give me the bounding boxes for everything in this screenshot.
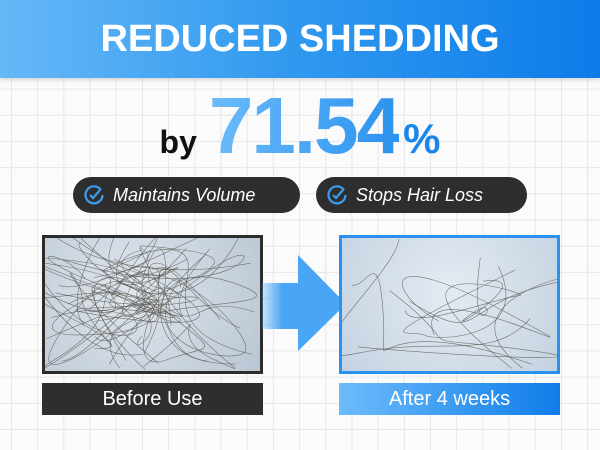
badge-maintains-volume: Maintains Volume (73, 177, 300, 213)
hair-strand (45, 248, 210, 317)
hair-strand (405, 283, 521, 369)
hair-strand (52, 269, 155, 336)
arrow-right-icon (262, 255, 346, 351)
check-circle-icon (327, 185, 347, 205)
hair-strand (342, 239, 531, 356)
hair-strand (111, 238, 158, 318)
hair-strand (401, 276, 551, 338)
hair-strand (147, 262, 221, 326)
hair-strand (91, 283, 175, 361)
hair-strands-image (45, 238, 257, 370)
hair-strands-image (342, 239, 557, 369)
before-label: Before Use (42, 383, 263, 415)
hair-strand (409, 278, 557, 369)
hair-strand (45, 248, 187, 369)
hair-strand (141, 248, 181, 354)
hair-strand (46, 245, 215, 339)
hair-strand (351, 273, 533, 365)
hair-strand (51, 268, 241, 329)
stat-row: by 71.54 % (0, 86, 600, 166)
badge-label: Stops Hair Loss (356, 185, 484, 205)
header-banner: REDUCED SHEDDING (0, 0, 600, 78)
hair-strand (357, 290, 557, 358)
hair-strand (103, 249, 252, 355)
stat-prefix: by (159, 124, 197, 160)
hair-strand (63, 254, 245, 342)
before-photo (42, 235, 263, 374)
hair-strand (76, 238, 188, 326)
hair-strand (80, 238, 206, 363)
hair-strand (45, 263, 236, 365)
stat-unit: % (403, 115, 441, 162)
check-circle-icon (84, 185, 104, 205)
stat-value: 71.54 (208, 81, 401, 170)
after-label: After 4 weeks (339, 383, 560, 415)
hair-strand (69, 272, 159, 364)
hair-strand (45, 257, 172, 349)
hair-strand (139, 247, 236, 369)
page-title: REDUCED SHEDDING (100, 18, 500, 60)
badge-stops-hair-loss: Stops Hair Loss (316, 177, 527, 213)
hair-strand (45, 266, 158, 365)
badge-label: Maintains Volume (113, 185, 256, 205)
after-photo (339, 235, 560, 374)
hair-strand (462, 257, 503, 322)
hair-strand (48, 266, 160, 365)
hair-strand (45, 283, 144, 356)
hair-strand (403, 266, 516, 338)
